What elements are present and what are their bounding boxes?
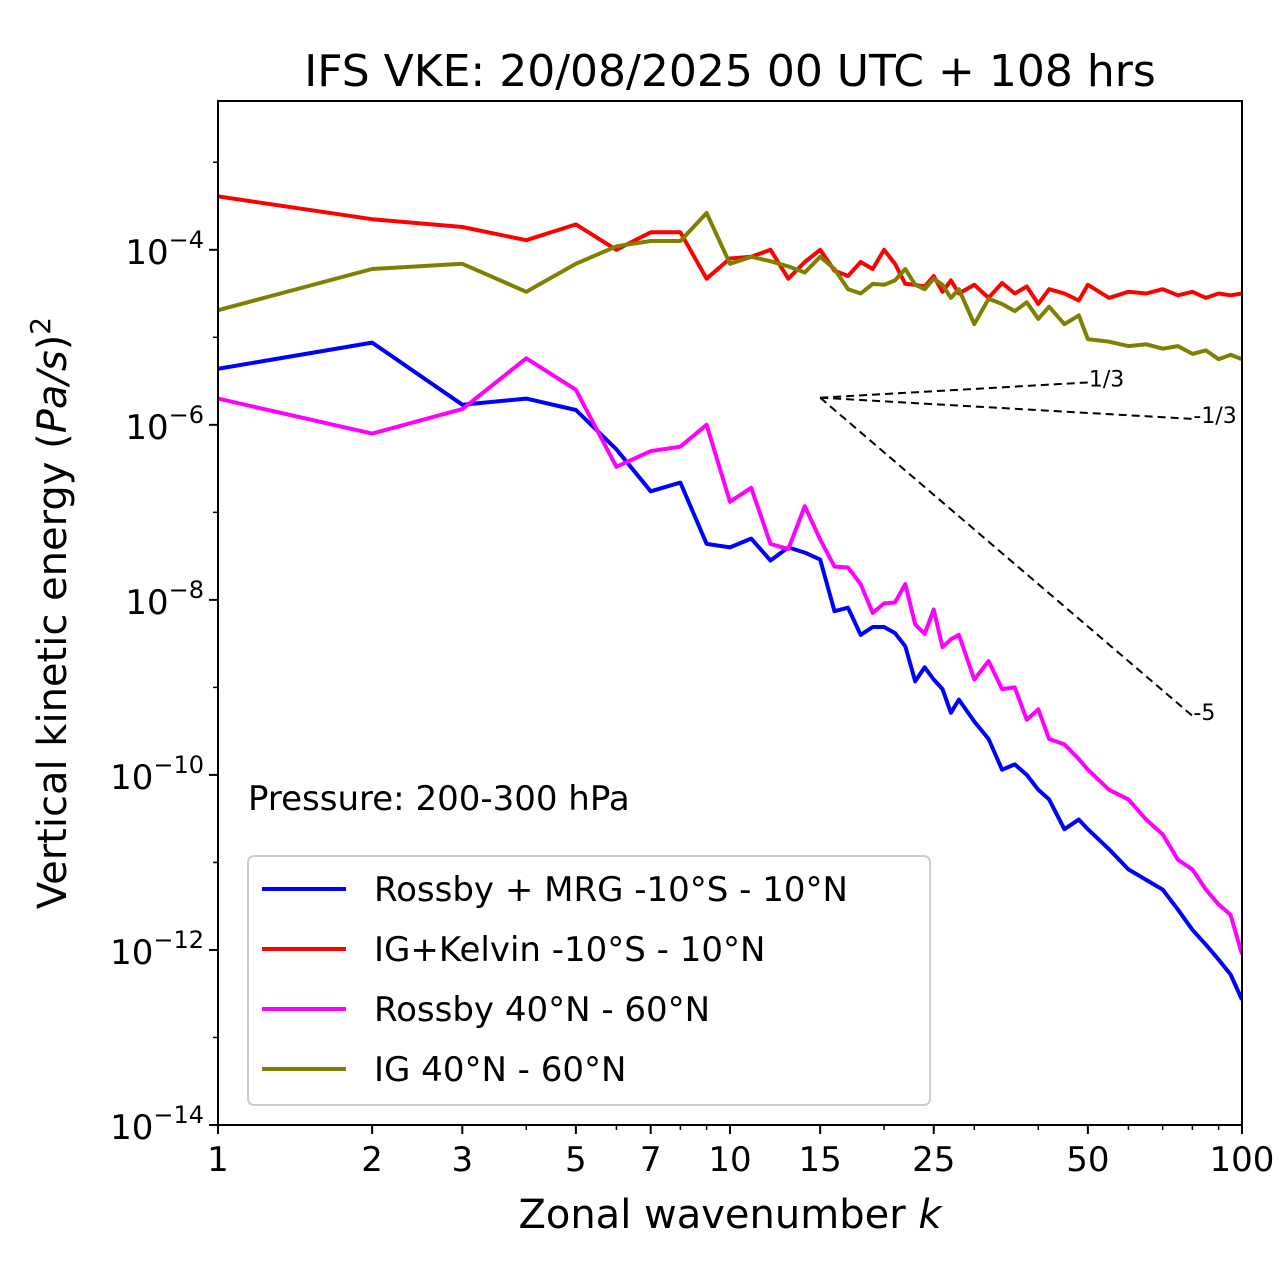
x-tick-label: 15: [799, 1140, 842, 1180]
pressure-annotation: Pressure: 200-300 hPa: [248, 779, 630, 819]
x-axis-label: Zonal wavenumber k: [518, 1192, 943, 1238]
legend-box: [247, 855, 931, 1106]
y-tick-label: 10−6: [125, 401, 204, 448]
series-line-2: [218, 356, 1242, 955]
x-tick-label: 3: [451, 1140, 473, 1180]
y-tick-label: 10−8: [125, 576, 204, 623]
reference-slope-line: [820, 396, 1193, 420]
reference-slope-label: -5: [1193, 701, 1215, 726]
series-line-0: [218, 340, 1242, 1001]
y-tick-label: 10−10: [110, 751, 204, 798]
chart-title: IFS VKE: 20/08/2025 00 UTC + 108 hrs: [304, 46, 1156, 97]
x-tick-label: 100: [1210, 1140, 1275, 1180]
x-tick-label: 2: [361, 1140, 383, 1180]
x-tick-label: 1: [207, 1140, 229, 1180]
y-tick-label: 10−12: [110, 926, 204, 973]
legend: Rossby + MRG -10°S - 10°N IG+Kelvin -10°S…: [247, 855, 931, 1106]
reference-slope-line: [819, 396, 1194, 717]
x-tick-label: 10: [708, 1140, 751, 1180]
reference-slope-line: [820, 381, 1088, 399]
x-tick-label: 5: [565, 1140, 587, 1180]
legend-label: IG 40°N - 60°N: [374, 1050, 626, 1090]
y-tick-label: 10−14: [110, 1101, 204, 1148]
x-tick-label: 50: [1066, 1140, 1109, 1180]
reference-slope-label: -1/3: [1193, 404, 1236, 429]
legend-label: Rossby + MRG -10°S - 10°N: [374, 870, 848, 910]
reference-slope-label: 1/3: [1089, 367, 1124, 392]
x-tick-label: 25: [912, 1140, 955, 1180]
y-tick-label: 10−4: [125, 226, 204, 273]
legend-label: IG+Kelvin -10°S - 10°N: [374, 930, 765, 970]
x-tick-label: 7: [640, 1140, 662, 1180]
y-axis-label: Vertical kinetic energy (Pa/s)2: [24, 317, 76, 909]
legend-label: Rossby 40°N - 60°N: [374, 990, 710, 1030]
series-line-3: [218, 211, 1242, 362]
series-line-1: [218, 194, 1242, 306]
